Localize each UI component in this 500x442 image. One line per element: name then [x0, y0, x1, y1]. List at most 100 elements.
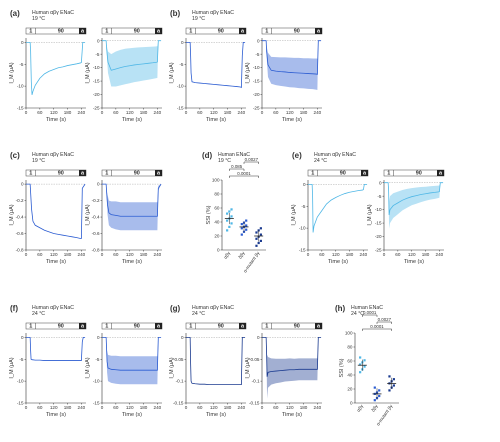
- significance-bracket: [243, 161, 259, 164]
- protocol-bar-frame: [101, 27, 163, 35]
- protocol-bar-frame: [25, 27, 87, 35]
- x-tick-label: 60: [113, 110, 119, 115]
- y-tick-label: -20: [253, 92, 260, 97]
- sd-band: [262, 337, 322, 399]
- y-tick-label: 0: [21, 182, 24, 187]
- p-value-label: 0.0001: [237, 171, 251, 176]
- y-axis-label: I_M (μA): [9, 204, 15, 225]
- protocol-bar: 1 90 a: [261, 322, 323, 330]
- x-axis-label: Time (s): [122, 117, 142, 123]
- protocol-end-block: [155, 170, 162, 176]
- panel-label: (f): [10, 304, 18, 313]
- x-tick-label: 120: [332, 252, 340, 257]
- protocol-end-block: [79, 323, 86, 329]
- data-point: [392, 378, 395, 381]
- data-point: [230, 222, 233, 225]
- x-tick-label: 180: [224, 110, 232, 115]
- data-point: [226, 219, 229, 222]
- y-tick-label: -20: [375, 234, 382, 239]
- y-tick-label: 0: [97, 335, 100, 340]
- data-point: [378, 394, 381, 398]
- y-tick-label: 60: [347, 359, 353, 364]
- panel-title: Human αβγ ENaC: [32, 305, 74, 311]
- panel-temp: 24 °C: [314, 158, 327, 164]
- x-tick-label: 120: [50, 405, 58, 410]
- x-axis-label: Time (s): [122, 259, 142, 265]
- panel-label: (b): [170, 9, 181, 18]
- y-axis-label: I_M (μA): [291, 204, 297, 225]
- segment-label-end: a: [241, 29, 245, 35]
- trace-line: [26, 41, 86, 95]
- y-tick-label: 0: [97, 38, 100, 43]
- y-tick-label: -0.05: [173, 357, 184, 362]
- panel-label: (h): [335, 304, 346, 313]
- x-tick-label: 0: [185, 110, 188, 115]
- y-tick-label: -25: [375, 248, 382, 253]
- protocol-bar-frame: [185, 27, 247, 35]
- y-tick-label: 0: [257, 38, 260, 43]
- significance-bracket: [362, 314, 378, 317]
- y-tick-label: 100: [212, 178, 220, 183]
- data-point: [230, 215, 233, 218]
- x-tick-label: 240: [238, 110, 246, 115]
- x-tick-label: 240: [436, 252, 444, 257]
- panel-title: Human ENaC: [351, 305, 383, 311]
- x-axis-label: Time (s): [206, 412, 226, 418]
- category-label: αβγ: [356, 403, 365, 413]
- panel-title: Human αβγ ENaC: [192, 305, 234, 311]
- y-axis-label: I_M (μA): [9, 357, 15, 378]
- y-tick-label: -0.6: [92, 231, 100, 236]
- segment-label-1: 1: [105, 171, 108, 177]
- data-point: [392, 384, 395, 387]
- y-tick-label: -10: [299, 226, 306, 231]
- protocol-bar: 1 90 a: [101, 169, 163, 177]
- significance-bracket: [229, 168, 245, 171]
- x-tick-label: 120: [126, 110, 134, 115]
- y-tick-label: -15: [17, 401, 24, 406]
- y-tick-label: 0: [181, 40, 184, 45]
- x-tick-label: 60: [113, 252, 119, 257]
- x-axis-label: Time (s): [46, 117, 66, 123]
- y-axis-label: I_M (μA): [245, 357, 251, 378]
- protocol-bar-frame: [25, 169, 87, 177]
- protocol-bar: 1 90 a: [25, 169, 87, 177]
- significance-bracket: [362, 328, 392, 331]
- panel-title: Human αβγ ENaC: [192, 10, 234, 16]
- x-axis-label: Time (s): [282, 412, 302, 418]
- panel-temp: 19 °C: [32, 158, 45, 164]
- x-tick-label: 60: [395, 252, 401, 257]
- protocol-bar: 1 90 a: [101, 322, 163, 330]
- y-axis-label: SSI (%): [206, 205, 212, 224]
- segment-label-90: 90: [58, 29, 64, 35]
- segment-label-end: a: [241, 324, 245, 330]
- y-axis-label: I_M (μA): [85, 204, 91, 225]
- segment-label-1: 1: [311, 171, 314, 177]
- mean-trace-line: [102, 336, 162, 371]
- y-tick-label: 0: [21, 335, 24, 340]
- segment-label-90: 90: [218, 324, 224, 330]
- category-label: δβγ: [370, 403, 379, 413]
- x-axis-label: Time (s): [404, 259, 424, 265]
- data-point: [245, 228, 248, 231]
- segment-label-end: a: [81, 324, 85, 330]
- segment-label-90: 90: [218, 29, 224, 35]
- protocol-bar: 1 90 a: [101, 27, 163, 35]
- data-point: [373, 386, 376, 389]
- protocol-bar: 1 90 a: [383, 169, 445, 177]
- segment-label-end: a: [363, 171, 367, 177]
- y-tick-label: -15: [253, 79, 260, 84]
- segment-label-1: 1: [387, 171, 390, 177]
- y-tick-label: -10: [253, 65, 260, 70]
- mean-trace-line: [262, 336, 322, 377]
- x-tick-label: 180: [346, 252, 354, 257]
- trace-line: [26, 183, 86, 239]
- data-point: [230, 208, 233, 211]
- data-point: [240, 227, 243, 230]
- data-point: [255, 237, 258, 240]
